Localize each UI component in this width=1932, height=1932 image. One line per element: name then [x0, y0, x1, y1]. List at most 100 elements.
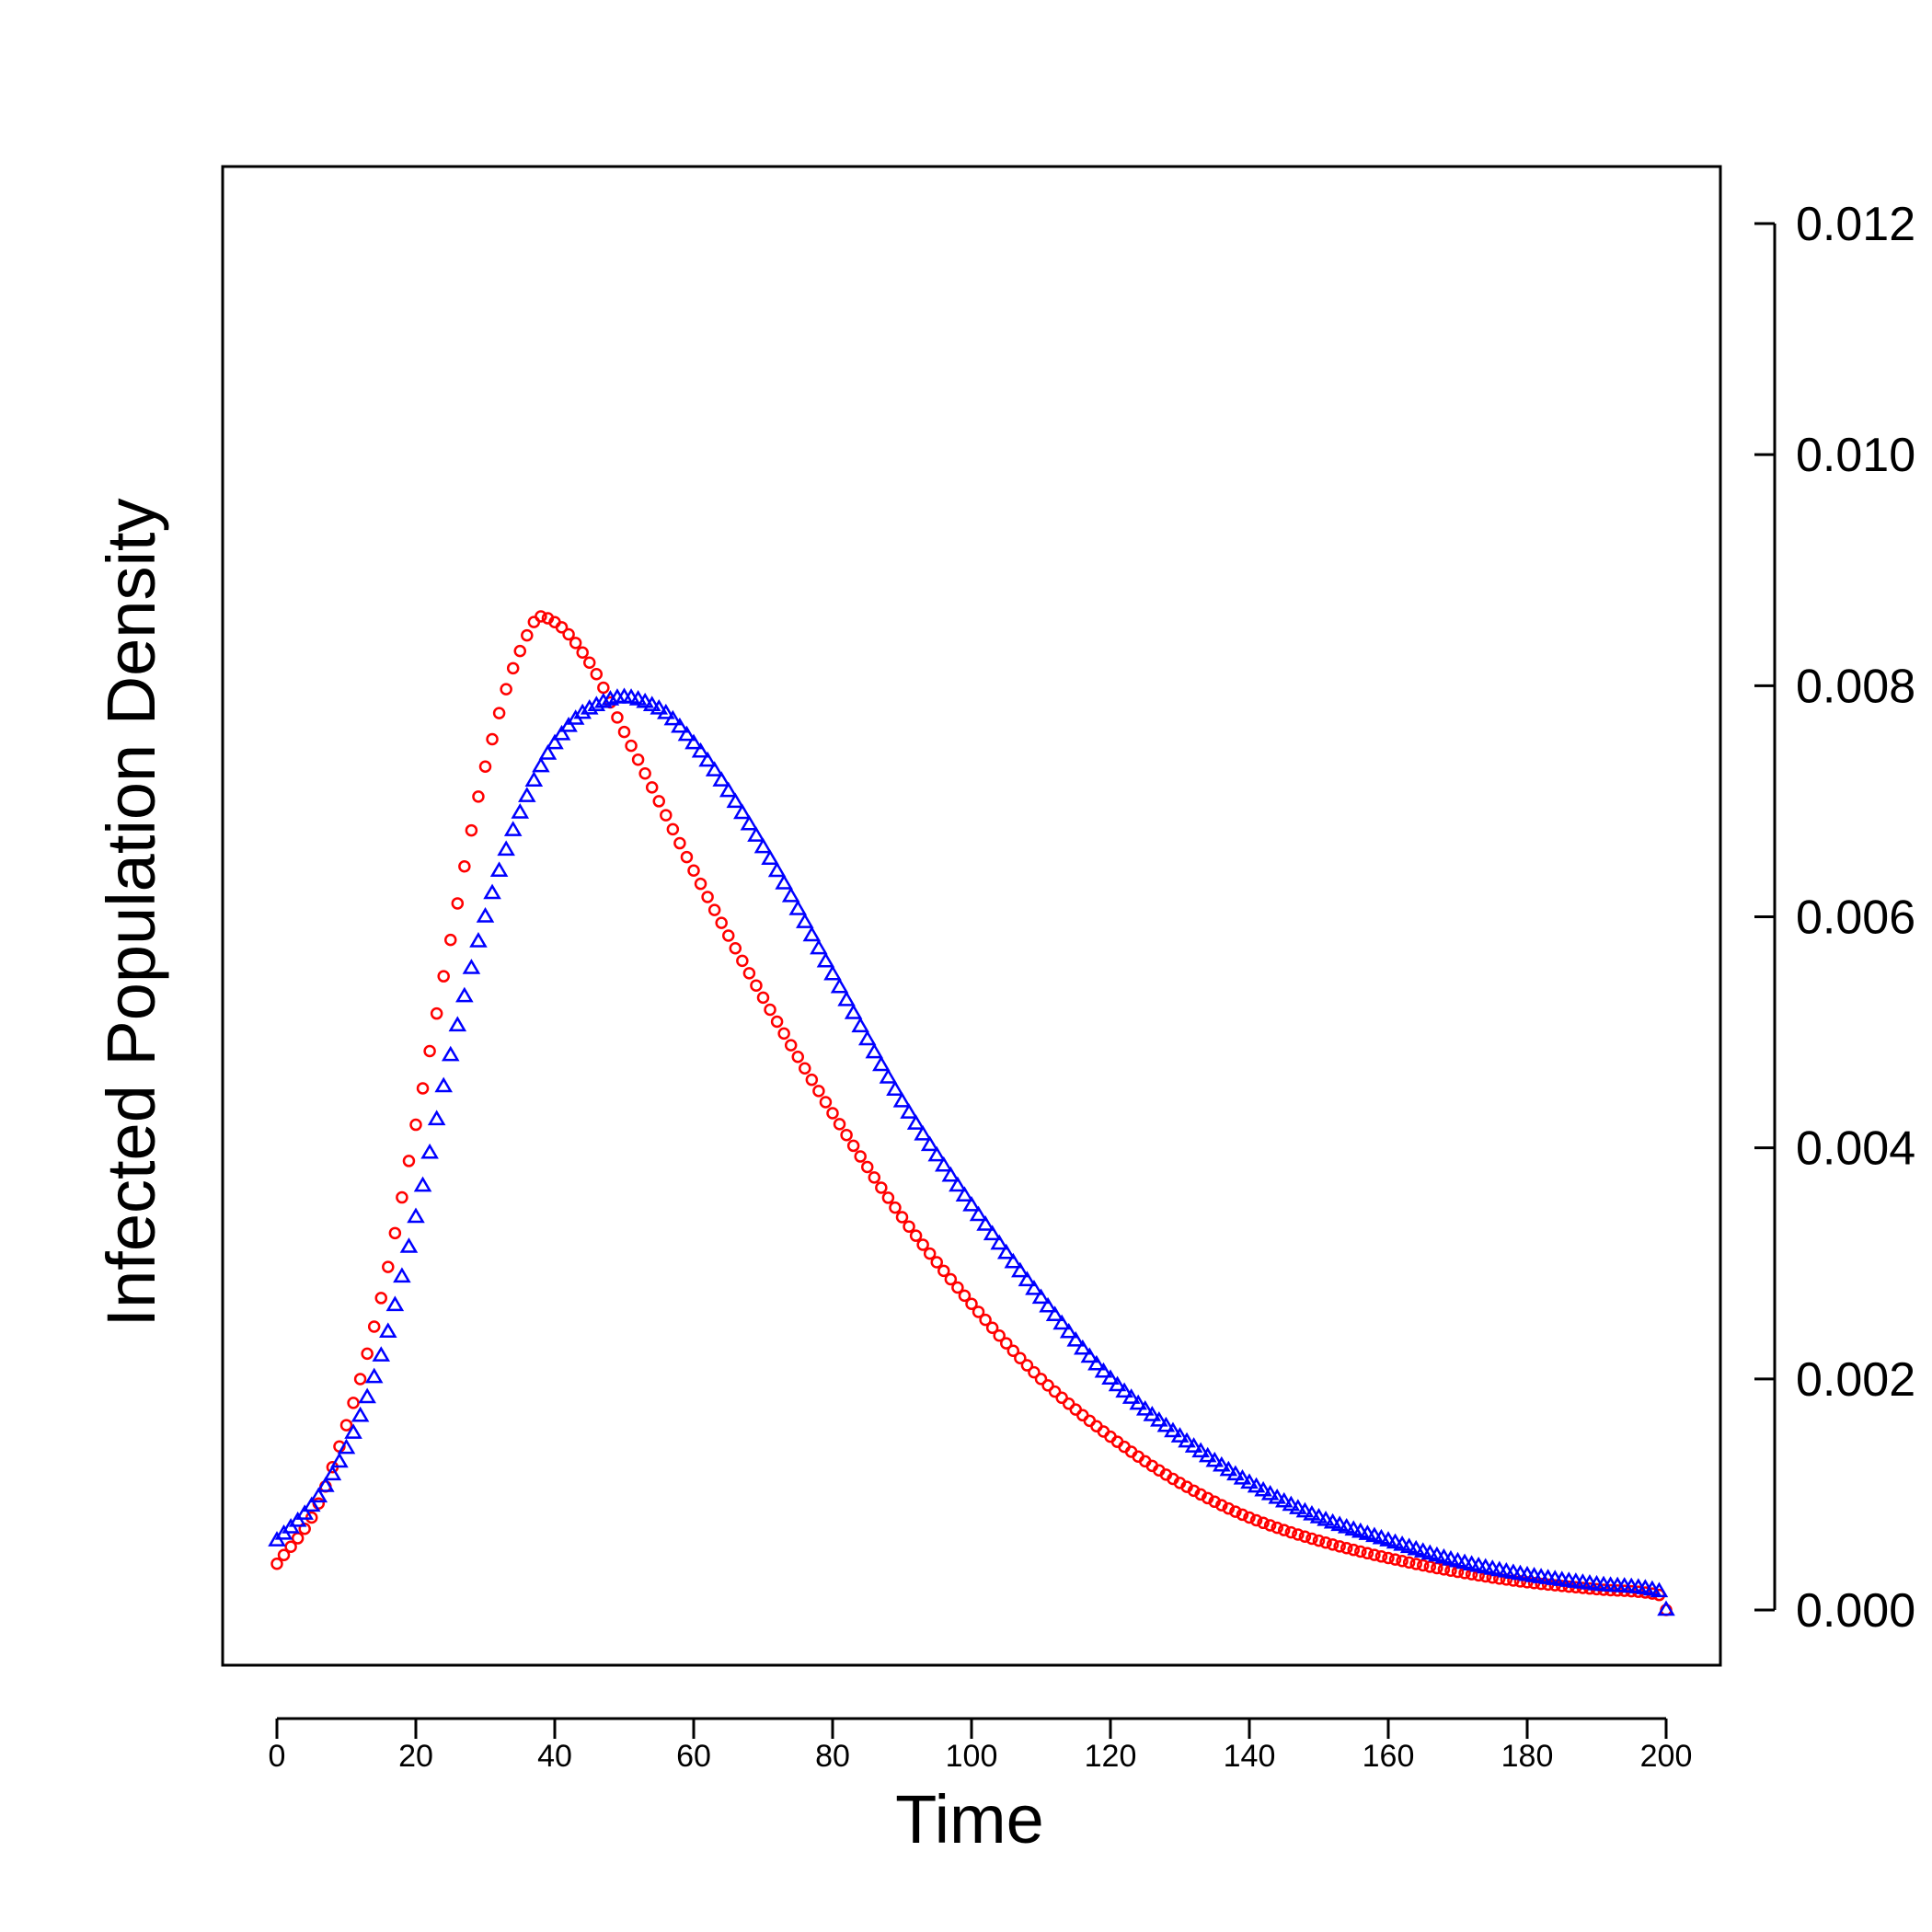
series-blue-triangles [268, 687, 1675, 1616]
x-tick-label: 20 [398, 1739, 433, 1774]
data-point [1213, 1455, 1231, 1472]
data-point [344, 1423, 362, 1439]
data-point [1039, 1296, 1057, 1313]
data-point [1164, 1421, 1182, 1438]
data-point [628, 690, 648, 706]
data-point [1319, 1536, 1332, 1549]
data-point [524, 771, 544, 787]
data-point [513, 644, 526, 658]
data-point [506, 661, 520, 675]
data-point [511, 803, 530, 819]
y-axis-layer: 0.000 0.002 0.004 0.006 0.008 0.010 0.012 [1754, 198, 1915, 1638]
data-point [1247, 1477, 1266, 1493]
data-point [413, 1176, 432, 1192]
data-point [1292, 1528, 1305, 1541]
data-point [949, 1176, 967, 1192]
data-point [802, 926, 822, 942]
data-point [1094, 1362, 1113, 1378]
data-point [427, 1110, 446, 1126]
data-point [316, 1477, 335, 1492]
data-point [979, 1313, 992, 1327]
series-layer [268, 610, 1675, 1616]
data-point [1423, 1560, 1437, 1573]
data-point [1240, 1473, 1259, 1489]
x-tick-label: 40 [537, 1739, 572, 1774]
data-point [1289, 1499, 1307, 1514]
data-point [900, 1103, 918, 1119]
data-point [955, 1186, 974, 1202]
data-point [1249, 1513, 1263, 1527]
data-point [476, 907, 495, 923]
data-point [1323, 1512, 1342, 1529]
data-point [791, 1051, 804, 1064]
plot-frame [221, 165, 1722, 1667]
data-point [830, 977, 849, 994]
data-point [875, 1181, 888, 1194]
data-point [590, 668, 604, 681]
data-point [555, 621, 569, 634]
data-point [1028, 1365, 1041, 1379]
data-point [1000, 1337, 1013, 1350]
data-point [379, 1322, 397, 1339]
data-point [993, 1328, 1006, 1342]
data-point [781, 886, 800, 903]
data-point [671, 717, 689, 733]
data-point [705, 761, 724, 776]
data-point [840, 1128, 853, 1142]
x-tick-label: 160 [1363, 1739, 1415, 1774]
data-point [895, 1211, 909, 1224]
data-point [916, 1238, 929, 1251]
data-point [733, 803, 752, 820]
data-point [277, 1548, 291, 1562]
data-point [478, 760, 492, 773]
data-point [784, 1039, 798, 1052]
data-point [750, 979, 763, 992]
data-point [518, 787, 536, 802]
data-point [812, 1085, 825, 1098]
x-tick-label: 200 [1640, 1739, 1693, 1774]
data-point [1298, 1530, 1312, 1543]
data-point [309, 1487, 328, 1503]
data-point [1170, 1427, 1190, 1443]
data-point [810, 938, 828, 955]
data-point [1312, 1534, 1326, 1547]
data-point [594, 692, 613, 708]
data-point [1233, 1468, 1252, 1485]
data-point [347, 1397, 360, 1409]
data-point [868, 1171, 881, 1184]
data-point [698, 751, 717, 767]
data-point [1115, 1382, 1133, 1398]
data-point [625, 739, 638, 753]
data-point [535, 610, 547, 623]
data-point [694, 877, 707, 891]
y-tick-label: 0.004 [1796, 1122, 1915, 1176]
data-point [489, 861, 509, 877]
data-point [666, 822, 680, 836]
data-point [816, 951, 835, 968]
data-point [941, 1166, 960, 1182]
data-point [844, 1004, 863, 1019]
data-point [799, 1062, 811, 1075]
data-point [833, 1118, 846, 1131]
data-point [569, 637, 582, 650]
data-point [712, 771, 730, 787]
data-point [756, 991, 770, 1005]
data-point [1014, 1351, 1027, 1365]
data-point [500, 683, 512, 696]
data-point [846, 1139, 860, 1153]
data-point [857, 1029, 877, 1046]
data-point [521, 628, 534, 642]
data-point [1268, 1488, 1286, 1504]
data-point [580, 698, 599, 715]
data-point [663, 709, 683, 726]
data-point [1278, 1524, 1291, 1536]
data-point [1055, 1391, 1068, 1405]
data-point [903, 1220, 915, 1233]
data-point [1020, 1359, 1034, 1372]
data-point [434, 1076, 453, 1093]
data-point [1295, 1501, 1315, 1518]
data-point [691, 742, 710, 758]
data-point [1083, 1414, 1097, 1428]
data-point [937, 1264, 950, 1278]
data-point [652, 795, 665, 808]
